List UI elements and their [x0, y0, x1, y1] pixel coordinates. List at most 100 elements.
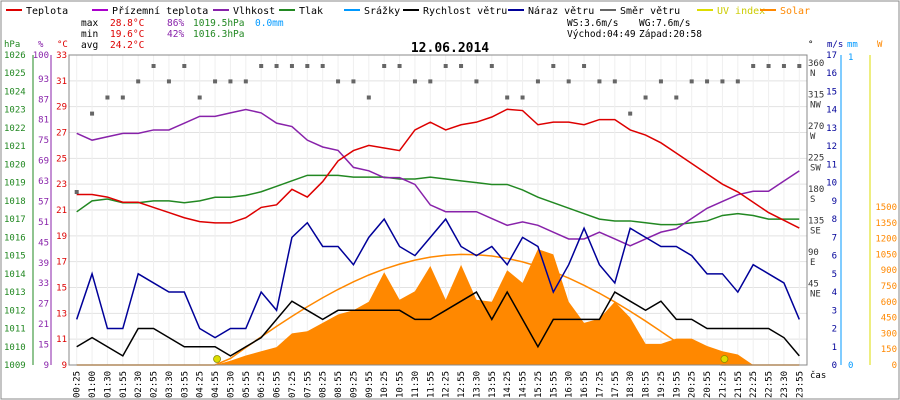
tick-pressure: 1010 [4, 343, 26, 353]
x-tick-label: 10:55 [396, 371, 406, 398]
tick-pressure: 1022 [4, 124, 26, 134]
x-tick-label: 20:55 [703, 371, 713, 398]
wind-dir-point [351, 79, 356, 84]
tick-pressure: 1019 [4, 179, 26, 189]
tick-humidity: 75 [38, 136, 49, 146]
tick-humidity: 81 [38, 116, 49, 126]
x-tick-label: 05:30 [226, 371, 236, 398]
x-tick-label: 02:55 [150, 371, 160, 398]
tick-pressure: 1015 [4, 252, 26, 262]
tick-wind-dir-label: SE [810, 227, 821, 237]
x-tick-label: 20:25 [688, 371, 698, 398]
x-tick-label: 19:55 [672, 371, 682, 398]
x-tick-label: 22:55 [765, 371, 775, 398]
wind-dir-point [505, 95, 510, 100]
x-tick-label: 16:55 [580, 371, 590, 398]
stats-avg-temp: 24.2°C [110, 40, 144, 51]
stats-max-press: 1019.5hPa [193, 18, 244, 29]
x-tick-label: 15:55 [549, 371, 559, 398]
wind-dir-point [459, 64, 464, 68]
wind-dir-point [320, 64, 325, 68]
wind-dir-point [412, 79, 417, 84]
tick-pressure: 1026 [4, 51, 26, 61]
wind-dir-point [705, 79, 710, 84]
wind-dir-point [674, 95, 679, 100]
x-axis-labels: 00:25 01:00 01:30 01:55 02:30 02:55 03:30 03:55… [73, 371, 806, 398]
unit-deg: ° [808, 40, 813, 50]
x-tick-label: 21:55 [734, 371, 744, 398]
x-tick-label: 08:25 [319, 371, 329, 398]
wind-dir-point [336, 79, 341, 84]
tick-temperature: 31 [56, 77, 67, 87]
tick-temperature: 27 [56, 129, 67, 139]
stats-min-press: 1016.3hPa [193, 29, 244, 40]
tick-wind-dir-label: N [810, 69, 815, 79]
x-tick-label: 01:00 [88, 371, 98, 398]
wind-dir-point [612, 79, 617, 84]
tick-wind-dir: 315 [808, 91, 824, 101]
tick-rain: 1 [848, 53, 853, 63]
tick-solar: 150 [881, 345, 897, 355]
wind-dir-point [689, 79, 694, 84]
x-tick-label: 23:30 [780, 371, 790, 398]
legend-label: Teplota [26, 6, 68, 17]
wind-dir-point [74, 190, 79, 194]
legend-label: Solar [780, 6, 810, 17]
tick-temperature: 33 [56, 51, 67, 61]
tick-temperature: 17 [56, 258, 67, 268]
unit-time: čas [810, 370, 826, 381]
tick-pressure: 1020 [4, 160, 26, 170]
x-tick-label: 12:25 [442, 371, 452, 398]
tick-temperature: 15 [56, 284, 67, 294]
tick-wind-speed: 2 [832, 325, 837, 335]
stats-max-label: max [81, 18, 98, 29]
wind-dir-point [428, 79, 433, 84]
stats-min-temp: 19.6°C [110, 29, 144, 40]
x-tick-label: 16:30 [565, 371, 575, 398]
tick-wind-dir: 270 [808, 122, 824, 132]
x-tick-label: 04:55 [211, 371, 221, 398]
unit-labels: hPa % °C ° m/s mm W čas [4, 40, 883, 381]
legend-label: Směr větru [620, 5, 680, 17]
tick-humidity: 27 [38, 300, 49, 310]
legend: Teplota Přízemní teplota Vlhkost Tlak Srážky… [6, 5, 810, 17]
tick-pressure: 1023 [4, 106, 26, 116]
wind-dir-point [474, 79, 479, 84]
stats-block: max 28.8°C 86% 1019.5hPa 0.0mm min 19.6°… [81, 18, 702, 51]
tick-wind-dir-label: E [810, 258, 815, 268]
wind-dir-point [151, 64, 156, 68]
solar-area [76, 249, 800, 365]
x-tick-label: 14:55 [519, 371, 529, 398]
x-tick-label: 12:55 [457, 371, 467, 398]
series-wind-gust [75, 217, 801, 339]
tick-humidity: 100 [33, 51, 49, 61]
tick-pressure: 1016 [4, 233, 26, 243]
x-tick-label: 10:25 [380, 371, 390, 398]
tick-humidity: 33 [38, 279, 49, 289]
uv-marker [720, 355, 729, 363]
wind-dir-point [489, 64, 494, 68]
stats-min-label: min [81, 29, 98, 40]
tick-wind-dir: 90 [808, 248, 819, 258]
tick-wind-dir: 180 [808, 185, 824, 195]
wind-dir-point [751, 64, 756, 68]
x-tick-label: 09:55 [365, 371, 375, 398]
tick-solar: 1050 [875, 250, 897, 260]
wind-dir-point [597, 79, 602, 84]
tick-pressure: 1013 [4, 288, 26, 298]
tick-wind-speed: 7 [832, 233, 837, 243]
tick-humidity: 57 [38, 197, 49, 207]
tick-wind-speed: 9 [832, 197, 837, 207]
unit-mm: mm [847, 40, 858, 50]
tick-humidity: 87 [38, 95, 49, 105]
x-tick-label: 11:30 [411, 371, 421, 398]
tick-temperature: 19 [56, 232, 67, 242]
tick-wind-dir: 45 [808, 280, 819, 290]
x-tick-label: 01:55 [119, 371, 129, 398]
tick-wind-speed: 10 [826, 179, 837, 189]
wind-dir-point [566, 79, 571, 84]
wind-dir-point [797, 64, 802, 68]
wind-dir-point [120, 95, 125, 100]
tick-wind-speed: 8 [832, 215, 837, 225]
